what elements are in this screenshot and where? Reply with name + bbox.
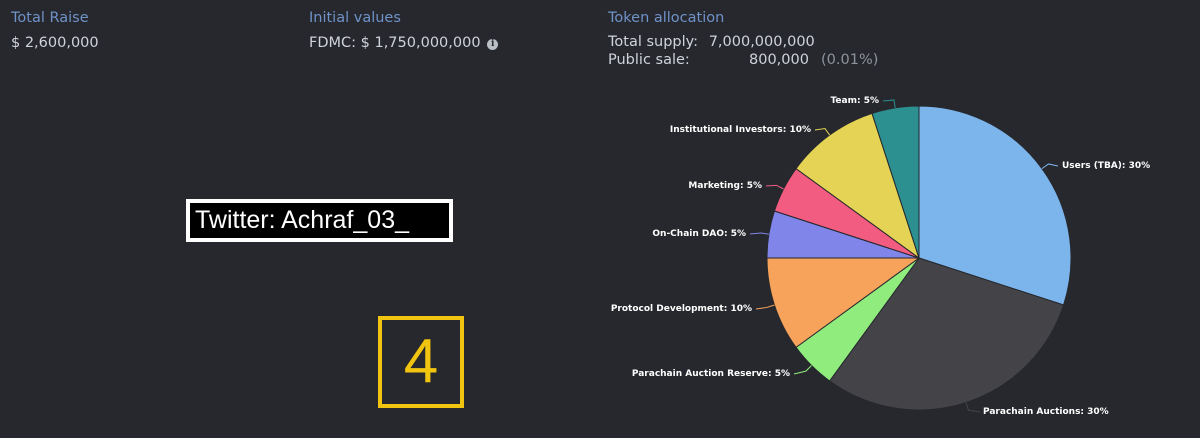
slice-connector (882, 99, 896, 108)
token-allocation-heading: Token allocation (608, 10, 725, 26)
fdmc-text: FDMC: $ 1,750,000,000 (309, 35, 481, 51)
slice-label: Protocol Development: 10% (611, 304, 752, 314)
slice-label: Marketing: 5% (688, 181, 762, 191)
public-sale-value: 800,000 (749, 52, 809, 68)
total-raise-value: $ 2,600,000 (11, 35, 99, 51)
total-supply-label: Total supply: (608, 34, 699, 50)
total-supply-value: 7,000,000,000 (708, 34, 815, 50)
public-sale-percentage: (0.01%) (821, 52, 879, 68)
number-badge: 4 (378, 316, 464, 408)
slice-connector (755, 304, 775, 310)
info-icon[interactable]: i (487, 39, 499, 50)
slice-connector (765, 184, 784, 190)
total-raise-heading: Total Raise (11, 10, 89, 26)
slice-label: Users (TBA): 30% (1062, 161, 1150, 171)
slice-connector (1041, 163, 1059, 170)
initial-values-heading: Initial values (309, 10, 401, 26)
slice-label: Team: 5% (830, 96, 879, 106)
slice-connector (965, 402, 981, 413)
slice-label: Parachain Auctions: 30% (983, 407, 1109, 417)
twitter-watermark: Twitter: Achraf_03_ (186, 199, 453, 242)
token-allocation-pie-chart: Users (TBA): 30% Parachain Auctions: 30% P… (611, 96, 1150, 417)
slice-connector (749, 232, 769, 235)
total-supply-row: Total supply: 7,000,000,000 (608, 34, 815, 50)
fdmc-value: FDMC: $ 1,750,000,000 i (309, 35, 499, 51)
slice-label: Institutional Investors: 10% (670, 125, 811, 135)
slice-connector (814, 128, 831, 136)
pie-slice[interactable] (871, 105, 920, 259)
public-sale-label: Public sale: (608, 52, 690, 68)
slice-label: On-Chain DAO: 5% (652, 229, 746, 239)
public-sale-row: Public sale: 800,000 (0.01%) (608, 52, 908, 68)
slice-connector (793, 365, 812, 375)
slice-label: Parachain Auction Reserve: 5% (632, 369, 790, 379)
